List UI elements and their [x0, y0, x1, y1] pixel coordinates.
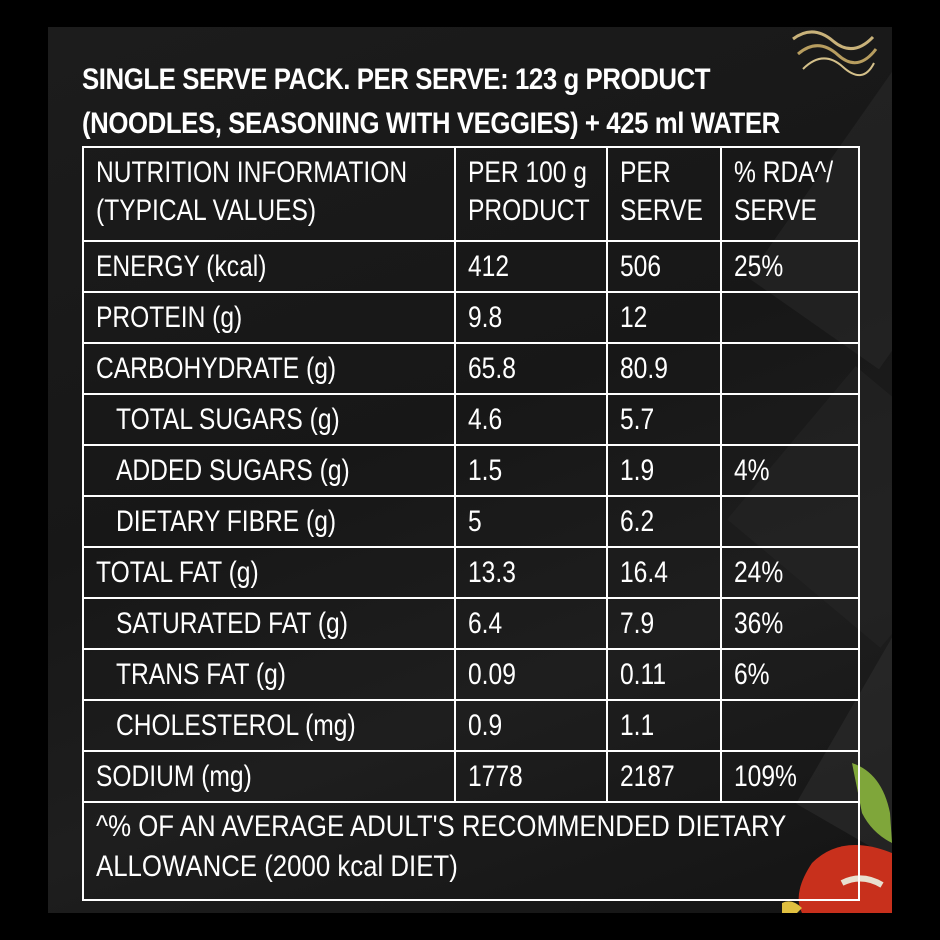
table-row-cholesterol: CHOLESTEROL (mg) 0.9 1.1 — [82, 699, 860, 752]
header-rda: % RDA^/ SERVE — [720, 146, 860, 242]
per-100g-value: 5 — [454, 495, 608, 548]
per-serve-value: 2187 — [606, 750, 722, 803]
nutrient-name: SODIUM (mg) — [82, 750, 456, 803]
nutrient-name: TRANS FAT (g) — [82, 648, 456, 701]
rda-value — [720, 495, 860, 548]
per-serve-value: 16.4 — [606, 546, 722, 599]
rda-value — [720, 342, 860, 395]
per-serve-value: 5.7 — [606, 393, 722, 446]
rda-value — [720, 393, 860, 446]
serving-heading: SINGLE SERVE PACK. PER SERVE: 123 g PROD… — [82, 58, 780, 146]
per-serve-value: 506 — [606, 240, 722, 293]
rda-footnote: ^% OF AN AVERAGE ADULT'S RECOMMENDED DIE… — [82, 801, 860, 901]
table-header-row: NUTRITION INFORMATION (TYPICAL VALUES) P… — [82, 146, 860, 242]
nutrition-table: NUTRITION INFORMATION (TYPICAL VALUES) P… — [82, 146, 860, 901]
nutrient-name: DIETARY FIBRE (g) — [82, 495, 456, 548]
nutrient-name: ADDED SUGARS (g) — [82, 444, 456, 497]
noodle-garnish-image — [792, 30, 878, 76]
table-row-saturated-fat: SATURATED FAT (g) 6.4 7.9 36% — [82, 597, 860, 650]
per-100g-value: 65.8 — [454, 342, 608, 395]
header-rda-line-2: SERVE — [734, 194, 817, 227]
rda-value: 25% — [720, 240, 860, 293]
header-per-100g: PER 100 g PRODUCT — [454, 146, 608, 242]
nutrient-name: TOTAL FAT (g) — [82, 546, 456, 599]
per-100g-value: 13.3 — [454, 546, 608, 599]
per-100g-value: 6.4 — [454, 597, 608, 650]
header-per-serve-line-1: PER — [620, 156, 671, 189]
nutrient-name: TOTAL SUGARS (g) — [82, 393, 456, 446]
header-per-100g-line-2: PRODUCT — [468, 194, 590, 227]
per-serve-value: 12 — [606, 291, 722, 344]
nutrient-name: CHOLESTEROL (mg) — [82, 699, 456, 752]
per-serve-value: 80.9 — [606, 342, 722, 395]
header-per-serve: PER SERVE — [606, 146, 722, 242]
per-100g-value: 0.9 — [454, 699, 608, 752]
header-per-serve-line-2: SERVE — [620, 194, 703, 227]
table-row-sodium: SODIUM (mg) 1778 2187 109% — [82, 750, 860, 803]
per-serve-value: 1.1 — [606, 699, 722, 752]
nutrient-name: PROTEIN (g) — [82, 291, 456, 344]
table-row-added-sugars: ADDED SUGARS (g) 1.5 1.9 4% — [82, 444, 860, 497]
table-row-carbohydrate: CARBOHYDRATE (g) 65.8 80.9 — [82, 342, 860, 395]
nutrient-name: CARBOHYDRATE (g) — [82, 342, 456, 395]
per-100g-value: 1778 — [454, 750, 608, 803]
table-row-dietary-fibre: DIETARY FIBRE (g) 5 6.2 — [82, 495, 860, 548]
table-row-trans-fat: TRANS FAT (g) 0.09 0.11 6% — [82, 648, 860, 701]
rda-value: 109% — [720, 750, 860, 803]
header-rda-line-1: % RDA^/ — [734, 156, 834, 189]
per-serve-value: 6.2 — [606, 495, 722, 548]
table-footnote-row: ^% OF AN AVERAGE ADULT'S RECOMMENDED DIE… — [82, 801, 860, 901]
header-nutrient: NUTRITION INFORMATION (TYPICAL VALUES) — [82, 146, 456, 242]
serving-heading-line-2: (NOODLES, SEASONING WITH VEGGIES) + 425 … — [82, 107, 780, 140]
header-nutrient-line-2: (TYPICAL VALUES) — [96, 194, 317, 227]
per-100g-value: 0.09 — [454, 648, 608, 701]
serving-heading-line-1: SINGLE SERVE PACK. PER SERVE: 123 g PROD… — [82, 63, 711, 96]
rda-value: 4% — [720, 444, 860, 497]
rda-footnote-line-2: ALLOWANCE (2000 kcal DIET) — [96, 850, 458, 883]
table-row-total-fat: TOTAL FAT (g) 13.3 16.4 24% — [82, 546, 860, 599]
per-serve-value: 0.11 — [606, 648, 722, 701]
rda-value — [720, 291, 860, 344]
rda-value — [720, 699, 860, 752]
table-row-protein: PROTEIN (g) 9.8 12 — [82, 291, 860, 344]
per-100g-value: 9.8 — [454, 291, 608, 344]
per-100g-value: 4.6 — [454, 393, 608, 446]
rda-footnote-line-1: ^% OF AN AVERAGE ADULT'S RECOMMENDED DIE… — [96, 810, 787, 843]
rda-value: 6% — [720, 648, 860, 701]
table-row-energy: ENERGY (kcal) 412 506 25% — [82, 240, 860, 293]
nutrient-name: SATURATED FAT (g) — [82, 597, 456, 650]
rda-value: 24% — [720, 546, 860, 599]
per-100g-value: 412 — [454, 240, 608, 293]
per-100g-value: 1.5 — [454, 444, 608, 497]
rda-value: 36% — [720, 597, 860, 650]
header-per-100g-line-1: PER 100 g — [468, 156, 587, 189]
per-serve-value: 1.9 — [606, 444, 722, 497]
header-nutrient-line-1: NUTRITION INFORMATION — [96, 156, 408, 189]
nutrient-name: ENERGY (kcal) — [82, 240, 456, 293]
table-row-total-sugars: TOTAL SUGARS (g) 4.6 5.7 — [82, 393, 860, 446]
per-serve-value: 7.9 — [606, 597, 722, 650]
